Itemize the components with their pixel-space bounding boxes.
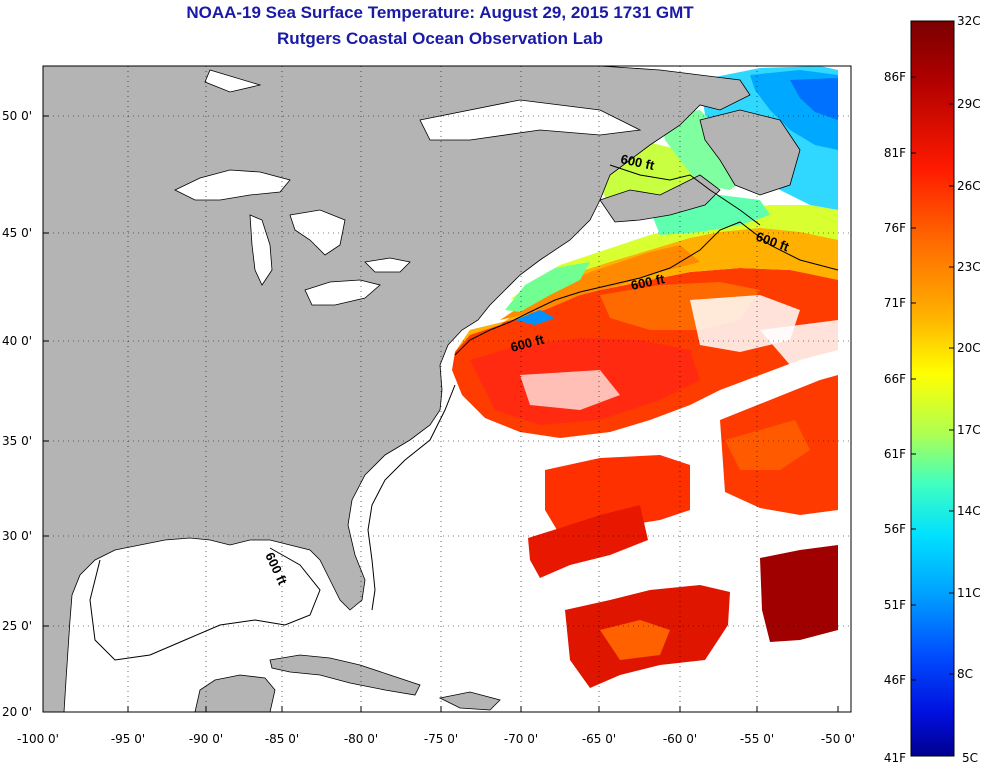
contour-label: 600 ft	[630, 271, 667, 293]
fahrenheit-label: 61F	[884, 447, 906, 461]
celsius-label: 5C	[962, 751, 978, 765]
fahrenheit-label: 71F	[884, 296, 906, 310]
colorbar	[910, 20, 955, 757]
lon-tick-label: -90 0'	[189, 732, 223, 746]
fahrenheit-label: 76F	[884, 221, 906, 235]
sst-data-layer	[452, 66, 838, 688]
map-frame	[42, 65, 852, 713]
lon-tick-label: -60 0'	[663, 732, 697, 746]
celsius-label: 14C	[957, 504, 981, 518]
lat-tick-label: 30 0'	[2, 529, 32, 543]
colorbar-fahrenheit-labels: 86F 81F 76F 71F 66F 61F 56F 51F 46F 41F	[884, 70, 906, 765]
colorbar-ticks	[911, 76, 954, 681]
lon-tick-label: -85 0'	[265, 732, 299, 746]
lon-tick-label: -70 0'	[504, 732, 538, 746]
lon-tick-label: -65 0'	[582, 732, 616, 746]
depth-contours	[89, 164, 839, 661]
celsius-label: 32C	[957, 14, 981, 28]
celsius-label: 23C	[957, 260, 981, 274]
lat-tick-label: 45 0'	[2, 226, 32, 240]
fahrenheit-label: 66F	[884, 372, 906, 386]
fahrenheit-label: 81F	[884, 146, 906, 160]
lat-tick-label: 40 0'	[2, 334, 32, 348]
colorbar-celsius-labels: 32C 29C 26C 23C 20C 17C 14C 11C 8C 5C	[957, 14, 981, 765]
latitude-labels: 50 0' 45 0' 40 0' 35 0' 30 0' 25 0' 20 0…	[2, 109, 32, 719]
celsius-label: 20C	[957, 341, 981, 355]
celsius-label: 11C	[957, 586, 981, 600]
longitude-labels: -100 0' -95 0' -90 0' -85 0' -80 0' -75 …	[17, 732, 855, 746]
celsius-label: 17C	[957, 423, 981, 437]
celsius-label: 29C	[957, 97, 981, 111]
lon-tick-label: -75 0'	[424, 732, 458, 746]
axis-ticks	[42, 115, 839, 712]
fahrenheit-label: 86F	[884, 70, 906, 84]
lat-tick-label: 20 0'	[2, 705, 32, 719]
fahrenheit-label: 46F	[884, 673, 906, 687]
land-layer	[43, 66, 801, 712]
contour-label: 600 ft	[619, 151, 656, 173]
fahrenheit-label: 51F	[884, 598, 906, 612]
lat-tick-label: 25 0'	[2, 619, 32, 633]
lat-tick-label: 35 0'	[2, 434, 32, 448]
lon-tick-label: -80 0'	[344, 732, 378, 746]
lon-tick-label: -95 0'	[111, 732, 145, 746]
lon-tick-label: -55 0'	[740, 732, 774, 746]
fahrenheit-label: 56F	[884, 522, 906, 536]
lon-tick-label: -50 0'	[821, 732, 855, 746]
celsius-label: 8C	[957, 667, 973, 681]
lat-tick-label: 50 0'	[2, 109, 32, 123]
lon-tick-label: -100 0'	[17, 732, 59, 746]
celsius-label: 26C	[957, 179, 981, 193]
fahrenheit-label: 41F	[884, 751, 906, 765]
map-title: NOAA-19 Sea Surface Temperature: August …	[186, 3, 694, 22]
map-subtitle: Rutgers Coastal Ocean Observation Lab	[277, 29, 603, 48]
